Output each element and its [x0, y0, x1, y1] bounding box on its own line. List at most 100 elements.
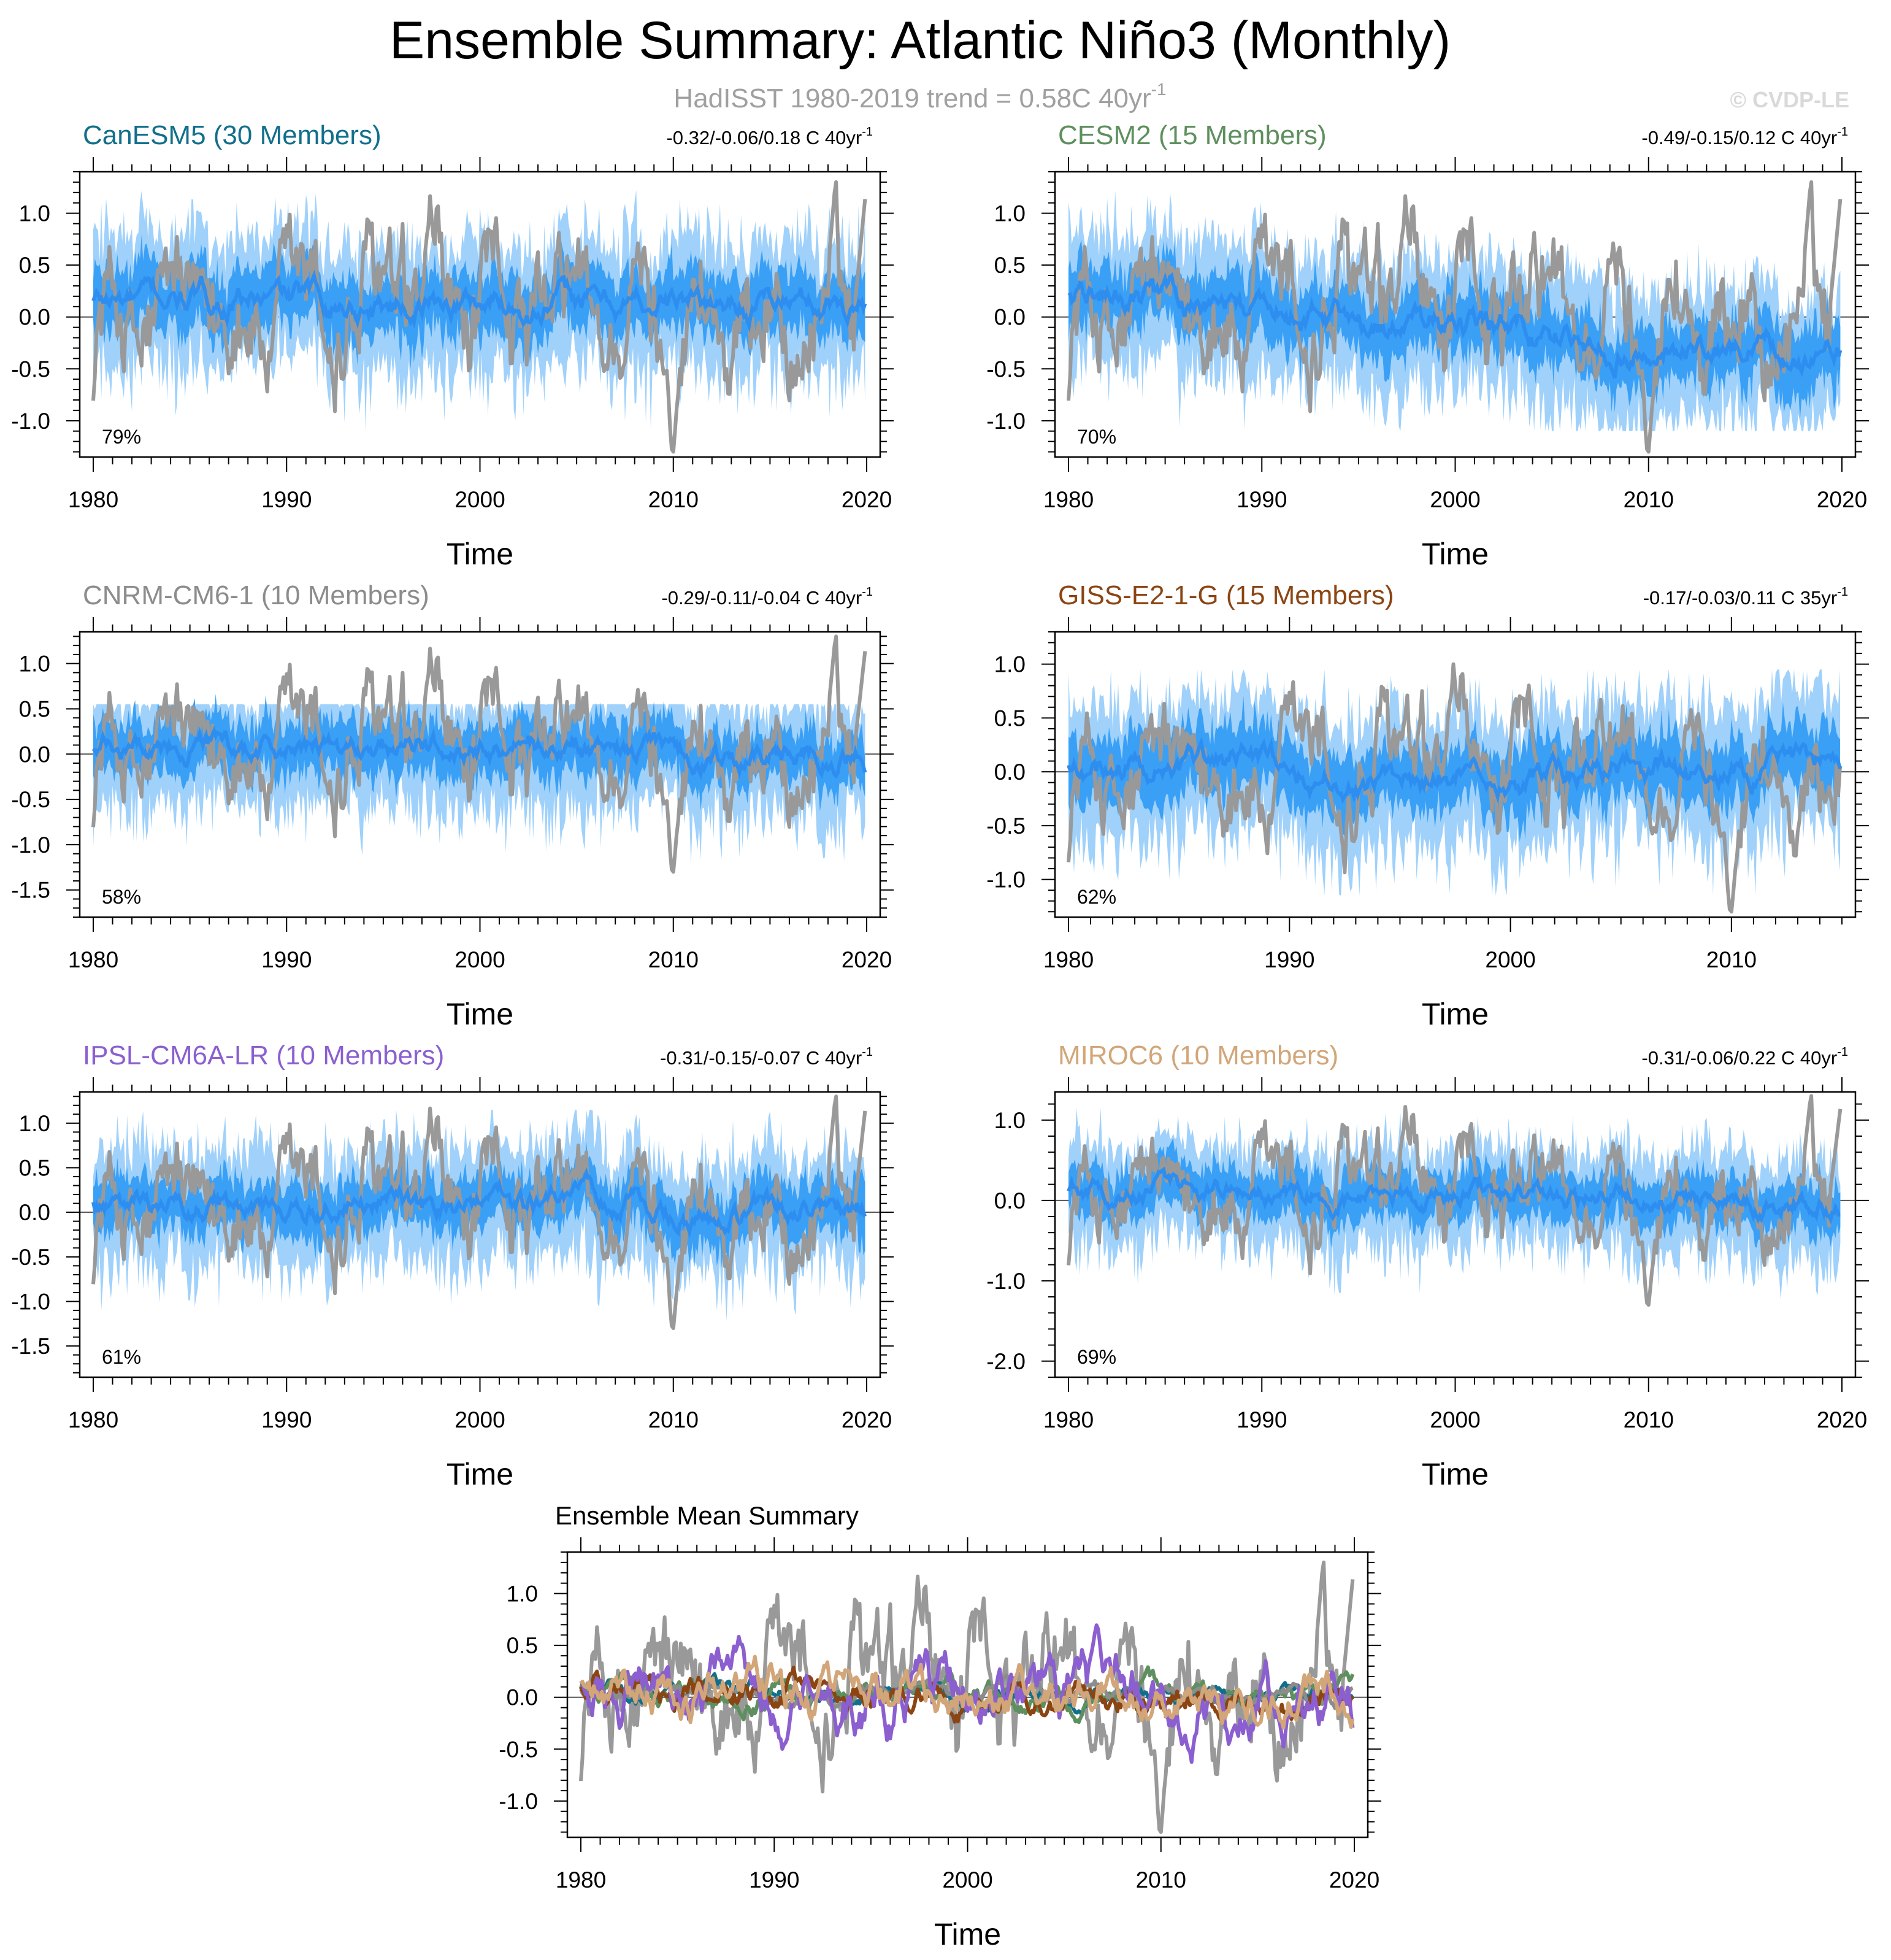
ensemble-mean-line [91, 725, 867, 781]
x-tick-label: 2010 [648, 487, 699, 512]
observed-line [1067, 1094, 1843, 1307]
y-tick-label: -0.5 [986, 813, 1026, 839]
x-tick-label: 2020 [842, 1407, 892, 1432]
y-tick-label: 0.0 [994, 759, 1026, 785]
trend-exponent: -1 [862, 585, 873, 599]
ensemble-mean-line [91, 269, 867, 333]
panel-title: GISS-E2-1-G (15 Members) [1058, 580, 1394, 610]
x-tick-label: 2000 [455, 1407, 505, 1432]
x-tick-label: 1990 [749, 1867, 799, 1893]
ensemble-mean-line [1067, 1166, 1841, 1225]
x-tick-label: 2000 [942, 1867, 992, 1893]
x-tick-label: 1980 [1043, 1407, 1094, 1432]
y-tick-label: -1.0 [11, 832, 50, 858]
y-tick-label: 1.0 [994, 201, 1026, 226]
trend-value: -0.32/-0.06/0.18 C 40yr [666, 127, 862, 148]
ensemble-mean-line [91, 1167, 867, 1239]
x-axis-label: Time [447, 1457, 513, 1491]
y-tick-label: -0.5 [499, 1737, 538, 1762]
observed-line [1067, 180, 1843, 454]
trend-exponent: -1 [862, 1045, 873, 1059]
y-tick-label: 1.0 [19, 651, 50, 677]
x-tick-label: 1980 [68, 947, 118, 972]
y-tick-label: 0.5 [19, 253, 50, 278]
y-tick-label: 1.0 [994, 1108, 1026, 1133]
y-tick-label: 0.0 [507, 1685, 538, 1710]
x-tick-label: 1990 [261, 947, 312, 972]
y-tick-label: -2.0 [986, 1349, 1026, 1374]
y-tick-label: 0.5 [994, 705, 1026, 731]
y-tick-label: 0.0 [19, 1200, 50, 1225]
series-line-miroc6 [579, 1654, 1355, 1730]
spread-inner-band [1068, 239, 1841, 420]
x-axis-label: Time [1422, 1457, 1489, 1491]
y-tick-label: 0.0 [994, 305, 1026, 330]
y-tick-label: -0.5 [11, 787, 50, 812]
x-tick-label: 2020 [842, 487, 892, 512]
x-tick-label: 2010 [1706, 947, 1757, 972]
panel-ensemble-mean-summary: 1980 1990 2000 2010 2020 1.0 0.5 0.0 -0.5 -1.0 Tim… [499, 1501, 1381, 1951]
trend-exponent: -1 [1837, 585, 1848, 599]
y-tick-label: 1.0 [507, 1581, 538, 1607]
y-tick-label: 0.5 [994, 253, 1026, 278]
panel-cnrm-cm6-1: 1980 1990 2000 2010 2020 1.0 0.5 0.0 -0.5 -1.0 -1.… [11, 580, 894, 1031]
panel-title: IPSL-CM6A-LR (10 Members) [83, 1040, 444, 1070]
x-tick-label: 1980 [1043, 947, 1094, 972]
percent-label: 62% [1077, 886, 1116, 908]
x-tick-label: 1990 [1264, 947, 1314, 972]
x-tick-label: 2020 [1817, 1407, 1867, 1432]
x-tick-label: 2020 [1329, 1867, 1379, 1893]
watermark: © CVDP-LE [1730, 87, 1849, 112]
y-tick-label: 0.0 [994, 1188, 1026, 1213]
trend-text: -0.31/-0.15/-0.07 C 40yr-1 [660, 1045, 873, 1069]
x-axis-label: Time [934, 1917, 1001, 1951]
trend-text: -0.17/-0.03/0.11 C 35yr-1 [1643, 585, 1848, 609]
panel-canesm5: 1980 1990 2000 2010 2020 1.0 0.5 0.0 -0.5 -1.0 Tim… [11, 120, 894, 571]
panel-title: CESM2 (15 Members) [1058, 120, 1327, 150]
x-tick-label: 1980 [68, 1407, 118, 1432]
panel-ipsl-cm6a-lr: 1980 1990 2000 2010 2020 1.0 0.5 0.0 -0.5 -1.0 -1.… [11, 1040, 894, 1491]
x-axis-label: Time [1422, 537, 1489, 571]
percent-label: 69% [1077, 1346, 1116, 1368]
trend-value: -0.49/-0.15/0.12 C 40yr [1641, 127, 1837, 148]
subtitle-exponent: -1 [1151, 80, 1167, 99]
trend-value: -0.29/-0.11/-0.04 C 40yr [661, 587, 862, 609]
x-tick-label: 2010 [1136, 1867, 1186, 1893]
trend-exponent: -1 [1837, 125, 1848, 139]
y-tick-label: 1.0 [994, 652, 1026, 677]
x-tick-label: 2010 [648, 947, 699, 972]
x-tick-label: 1990 [1237, 1407, 1287, 1432]
y-tick-label: -1.0 [499, 1789, 538, 1814]
x-tick-label: 2000 [1430, 487, 1480, 512]
percent-label: 61% [102, 1346, 141, 1368]
trend-text: -0.31/-0.06/0.22 C 40yr-1 [1641, 1045, 1848, 1069]
panel-giss-e2-1-g: 1980 1990 2000 2010 1.0 0.5 0.0 -0.5 -1.0 Time GIS… [986, 580, 1869, 1031]
y-tick-label: 0.0 [19, 742, 50, 767]
x-tick-label: 2010 [1624, 487, 1674, 512]
y-tick-label: -0.5 [986, 356, 1026, 382]
x-tick-label: 2000 [1430, 1407, 1480, 1432]
panel-miroc6: 1980 1990 2000 2010 2020 1.0 0.0 -1.0 -2.0 Time MI… [986, 1040, 1869, 1491]
y-tick-label: -1.0 [11, 1289, 50, 1314]
y-tick-label: 0.5 [19, 1156, 50, 1181]
x-axis-label: Time [447, 537, 513, 571]
x-tick-label: 2000 [455, 947, 505, 972]
trend-text: -0.32/-0.06/0.18 C 40yr-1 [666, 125, 873, 148]
y-tick-label: 0.5 [19, 696, 50, 721]
x-axis-label: Time [1422, 997, 1489, 1031]
trend-text: -0.49/-0.15/0.12 C 40yr-1 [1641, 125, 1848, 148]
trend-exponent: -1 [1837, 1045, 1848, 1059]
trend-text: -0.29/-0.11/-0.04 C 40yr-1 [661, 585, 873, 609]
y-tick-label: -1.5 [11, 1334, 50, 1359]
y-tick-label: 1.0 [19, 1111, 50, 1136]
y-tick-label: -1.0 [986, 409, 1026, 434]
y-tick-label: -1.5 [11, 878, 50, 903]
subtitle-text: HadISST 1980-2019 trend = 0.58C 40yr [673, 83, 1151, 113]
x-tick-label: 1980 [556, 1867, 606, 1893]
y-tick-label: -0.5 [11, 356, 50, 382]
ensemble-mean-line [1067, 736, 1842, 804]
subtitle: HadISST 1980-2019 trend = 0.58C 40yr-1 [673, 80, 1166, 113]
x-tick-label: 2000 [455, 487, 505, 512]
panel-title: Ensemble Mean Summary [555, 1501, 859, 1530]
